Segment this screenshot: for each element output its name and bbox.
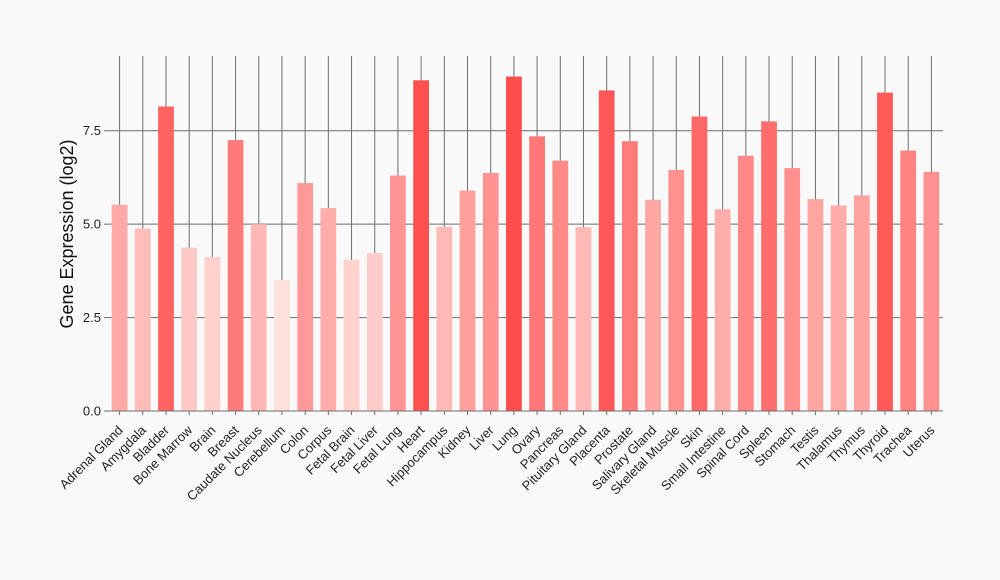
bar-breast (227, 140, 244, 411)
bar-fetal-liver (366, 252, 383, 411)
bar-thalamus (830, 205, 847, 411)
bar-fetal-brain (343, 259, 360, 411)
bar-salivary-gland (645, 199, 661, 411)
bar-cerebellum (274, 280, 290, 411)
y-tick-label: 2.5 (83, 310, 101, 325)
bar-bone-marrow (181, 247, 198, 411)
bar-uterus (923, 171, 940, 411)
bar-testis (807, 199, 824, 411)
y-tick-label: 5.0 (83, 217, 101, 232)
y-axis-label: Gene Expression (log2) (57, 139, 77, 328)
bar-ovary (529, 136, 545, 411)
bar-amygdala (134, 228, 151, 411)
bar-lung (506, 76, 522, 411)
y-tick-label: 0.0 (83, 404, 101, 419)
bar-prostate (621, 141, 638, 411)
bar-adrenal-gland (111, 204, 128, 411)
bar-fetal-lung (390, 175, 406, 411)
bar-hippocampus (436, 226, 453, 411)
bar-stomach (784, 168, 801, 411)
bar-layer (111, 76, 940, 412)
bar-thymus (853, 195, 870, 411)
bar-spleen (761, 121, 777, 411)
bar-pituitary-gland (575, 227, 592, 411)
bar-heart (413, 80, 430, 411)
bar-caudate-nucleus (250, 224, 267, 411)
bar-spinal-cord (737, 155, 754, 411)
bar-brain (204, 257, 221, 411)
bar-skeletal-muscle (668, 169, 685, 411)
bar-small-intestine (714, 209, 731, 411)
x-tick-label: Liver (466, 422, 497, 453)
bar-corpus (320, 208, 337, 411)
bar-kidney (459, 190, 476, 411)
bar-bladder (158, 106, 174, 412)
bar-liver (482, 172, 499, 411)
bar-trachea (900, 150, 917, 411)
bar-thyroid (877, 92, 893, 411)
bar-skin (691, 116, 708, 412)
bar-colon (297, 183, 314, 411)
y-tick-label: 7.5 (83, 123, 101, 138)
bar-placenta (598, 90, 615, 412)
bar-pancreas (552, 160, 569, 411)
